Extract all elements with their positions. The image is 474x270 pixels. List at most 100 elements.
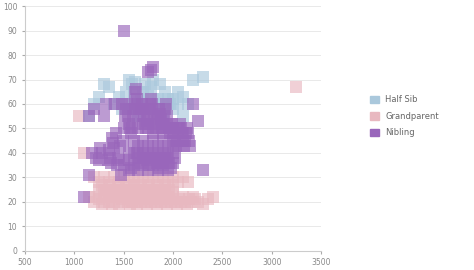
Point [81,195,88,199]
Point [155,114,162,118]
Point [98,151,106,155]
Point [164,114,171,118]
Point [90,102,98,106]
Point [155,165,163,170]
Point [149,65,157,69]
Point [174,131,182,136]
Point [134,187,141,192]
Point [146,197,153,201]
Point [185,139,192,143]
Point [180,143,188,148]
Point [179,94,187,99]
Point [145,114,152,118]
Point [122,183,129,187]
Point [121,114,128,118]
Point [105,148,113,153]
Point [120,126,128,131]
Point [110,190,118,194]
Point [167,200,175,204]
Point [105,180,113,184]
Point [140,192,147,197]
Point [181,200,189,204]
Point [174,126,182,131]
Point [95,187,103,192]
Point [85,114,93,118]
Point [124,200,131,204]
Point [194,200,201,204]
Point [174,90,182,94]
Point [169,190,177,194]
Point [128,200,136,204]
Point [95,94,103,99]
Point [130,163,137,167]
Point [179,195,187,199]
Point [161,183,169,187]
Point [145,195,152,199]
Point [106,183,114,187]
Point [105,192,113,197]
Point [148,102,156,106]
Point [126,187,133,192]
Point [158,126,166,131]
Point [164,168,172,172]
Point [110,102,118,106]
Point [133,87,140,92]
Point [157,200,165,204]
Point [135,180,142,184]
Point [145,107,152,111]
Point [142,187,149,192]
Point [178,131,186,136]
Point [140,122,147,126]
Point [98,183,106,187]
Point [144,158,151,162]
Point [114,183,121,187]
Point [175,126,182,131]
Point [140,90,147,94]
Point [90,200,98,204]
Point [115,180,122,184]
Point [116,143,124,148]
Point [122,107,129,111]
Point [183,202,191,206]
Point [95,197,103,201]
Point [110,146,118,150]
Point [168,122,176,126]
Point [187,200,194,204]
Point [142,82,149,87]
Point [146,183,153,187]
Point [147,156,155,160]
Point [95,180,103,184]
Point [111,102,118,106]
Point [90,107,98,111]
Point [152,102,159,106]
Point [155,126,162,131]
Point [152,156,159,160]
Point [169,126,177,131]
Point [177,200,185,204]
Point [88,151,96,155]
Point [173,202,181,206]
Point [144,119,151,123]
Point [186,143,193,148]
Point [142,200,149,204]
Point [137,107,145,111]
Point [85,195,93,199]
Point [118,102,126,106]
Point [92,156,100,160]
Point [164,126,172,131]
Point [184,131,191,136]
Point [156,82,164,87]
Point [135,143,142,148]
Point [167,165,175,170]
Point [112,131,119,136]
Point [184,180,191,184]
Point [107,160,115,165]
Point [140,195,147,199]
Point [135,195,142,199]
Point [162,102,170,106]
Point [157,160,165,165]
Point [122,195,129,199]
Point [165,187,173,192]
Point [125,195,132,199]
Point [147,97,155,101]
